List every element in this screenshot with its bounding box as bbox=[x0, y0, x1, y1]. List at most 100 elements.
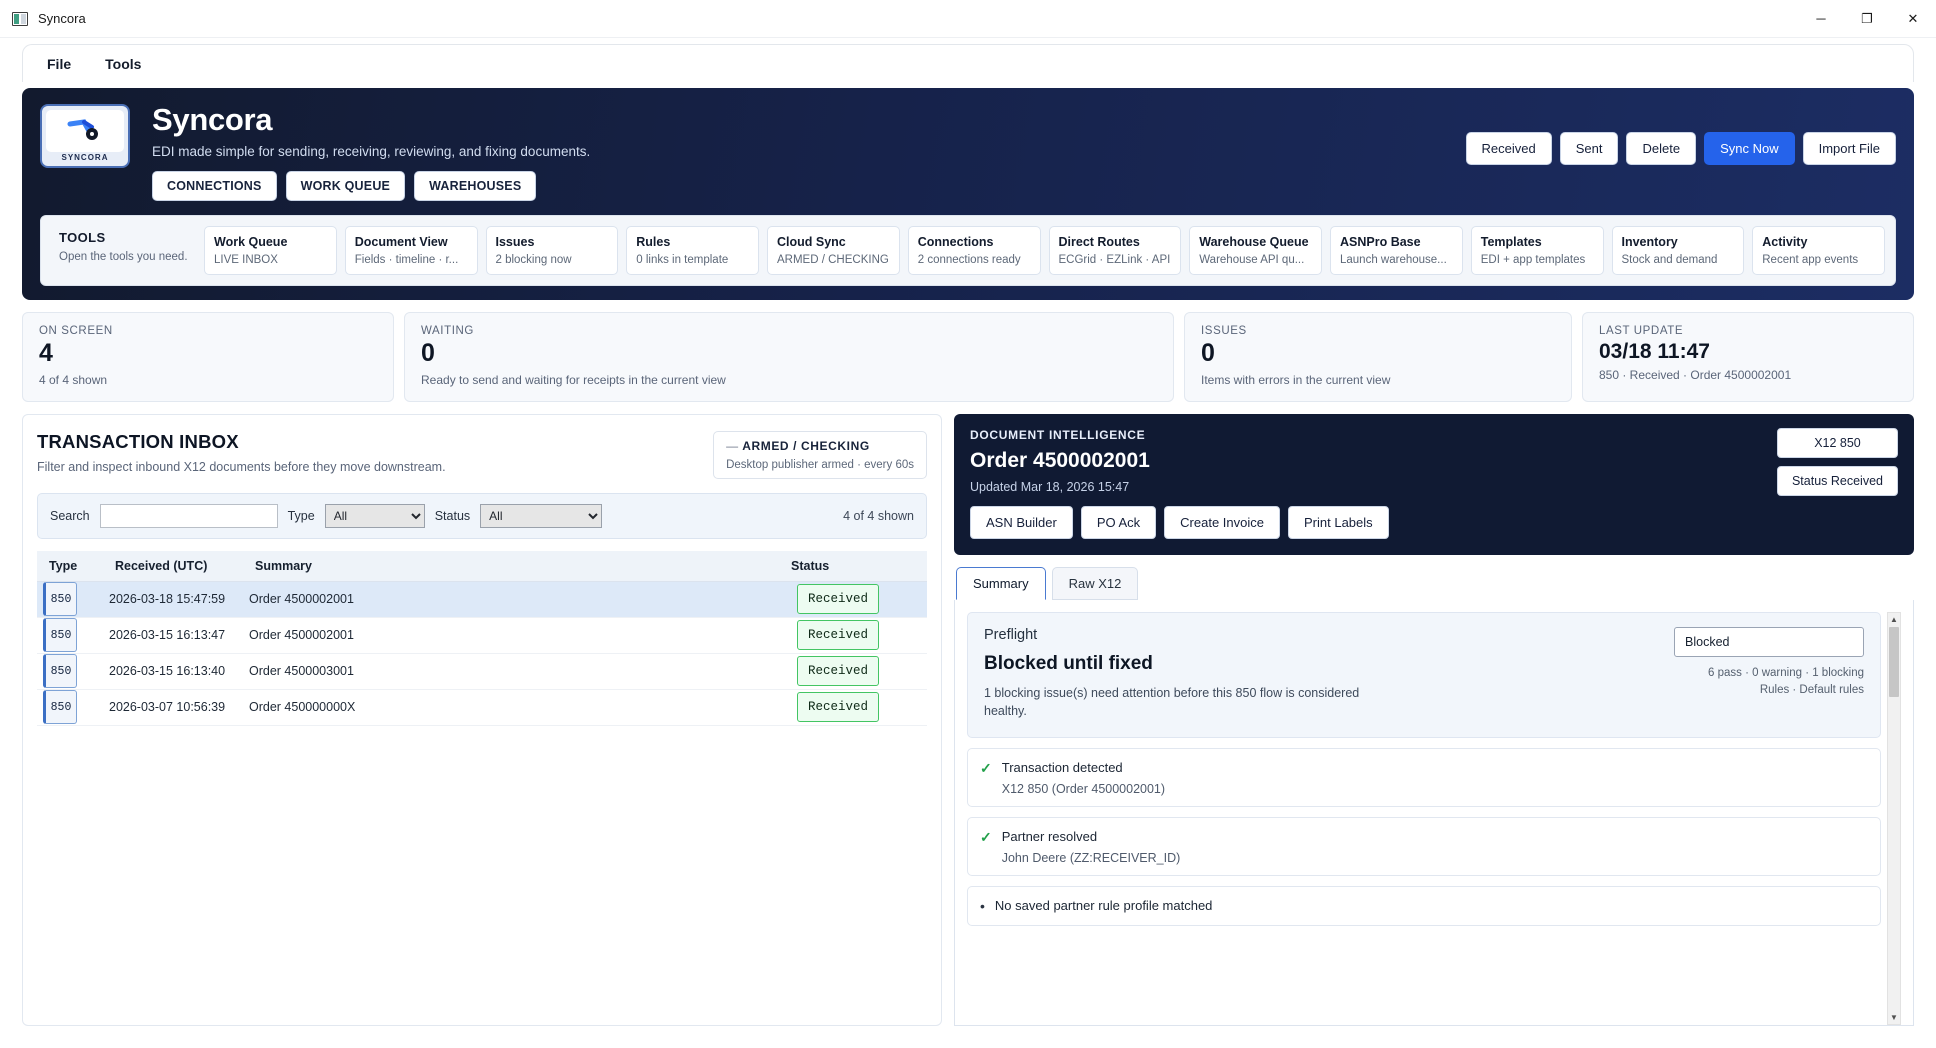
armed-detail: Desktop publisher armed · every 60s bbox=[726, 458, 914, 471]
row-status-cell: Received bbox=[797, 656, 927, 687]
tool-card-work-queue[interactable]: Work Queue LIVE INBOX bbox=[204, 225, 337, 276]
stat-value: 4 bbox=[39, 339, 53, 368]
check-text-block: Partner resolved John Deere (ZZ:RECEIVER… bbox=[1002, 828, 1181, 865]
status-badge: Received bbox=[797, 656, 880, 687]
window-title: Syncora bbox=[38, 11, 86, 26]
inbox-subtitle: Filter and inspect inbound X12 documents… bbox=[37, 459, 446, 474]
tab-warehouses[interactable]: WAREHOUSES bbox=[414, 170, 537, 201]
column-header-type: Type bbox=[49, 558, 78, 573]
filter-bar: Search Type All Status All 4 of 4 shown bbox=[37, 492, 927, 539]
type-badge: 850 bbox=[43, 618, 77, 653]
tool-card-document-view[interactable]: Document View Fields · timeline · r... bbox=[344, 225, 478, 276]
minimize-button[interactable]: ─ bbox=[1816, 11, 1826, 26]
table-header: Type Received (UTC) Summary Status bbox=[37, 550, 927, 582]
row-status-cell: Received bbox=[797, 692, 927, 723]
doc-vertical-scrollbar[interactable]: ▲ ▼ bbox=[1887, 611, 1901, 1025]
row-summary-cell: Order 4500002001 bbox=[249, 628, 354, 643]
po-ack-button[interactable]: PO Ack bbox=[1080, 505, 1157, 539]
asn-builder-button[interactable]: ASN Builder bbox=[970, 505, 1073, 539]
type-badge: 850 bbox=[43, 654, 77, 689]
scrollbar-thumb[interactable] bbox=[1889, 626, 1899, 697]
doc-chips: X12 850 Status Received bbox=[1776, 427, 1898, 496]
import-file-button[interactable]: Import File bbox=[1802, 132, 1896, 165]
tool-card-direct-routes[interactable]: Direct Routes ECGrid · EZLink · API bbox=[1048, 225, 1182, 276]
stat-label: WAITING bbox=[421, 325, 474, 338]
tool-card-warehouse-queue[interactable]: Warehouse Queue Warehouse API qu... bbox=[1189, 225, 1322, 276]
menu-item-file[interactable]: File bbox=[47, 55, 72, 72]
tool-sub: LIVE INBOX bbox=[214, 254, 278, 267]
tool-card-templates[interactable]: Templates EDI + app templates bbox=[1470, 225, 1604, 276]
preflight-label: Preflight bbox=[984, 626, 1038, 643]
doc-tabs: Summary Raw X12 bbox=[954, 566, 1914, 600]
check-title: No saved partner rule profile matched bbox=[994, 898, 1213, 914]
hero-text: Syncora EDI made simple for sending, rec… bbox=[152, 103, 1896, 201]
doc-updated: Updated Mar 18, 2026 15:47 bbox=[970, 479, 1130, 494]
doc-body: Preflight Blocked until fixed 1 blocking… bbox=[954, 599, 1914, 1026]
tool-card-inventory[interactable]: Inventory Stock and demand bbox=[1611, 225, 1745, 276]
status-filter-select[interactable]: All bbox=[480, 503, 603, 528]
tools-subheading: Open the tools you need. bbox=[59, 250, 188, 263]
sent-button[interactable]: Sent bbox=[1559, 132, 1619, 165]
preflight-card: Preflight Blocked until fixed 1 blocking… bbox=[967, 611, 1881, 739]
search-input[interactable] bbox=[99, 503, 278, 528]
tool-sub: Warehouse API qu... bbox=[1199, 254, 1305, 267]
status-badge: Received bbox=[797, 584, 880, 615]
stat-card-waiting: WAITING 0 Ready to send and waiting for … bbox=[404, 312, 1174, 402]
tool-sub: Stock and demand bbox=[1621, 254, 1718, 267]
doc-kicker: DOCUMENT INTELLIGENCE bbox=[970, 427, 1146, 442]
create-invoice-button[interactable]: Create Invoice bbox=[1164, 505, 1280, 539]
table-row[interactable]: 850 2026-03-07 10:56:39 Order 450000000X… bbox=[37, 690, 927, 726]
logo-label: SYNCORA bbox=[61, 153, 109, 162]
tool-card-rules[interactable]: Rules 0 links in template bbox=[626, 225, 759, 276]
scroll-down-icon[interactable]: ▼ bbox=[1890, 1013, 1898, 1022]
tool-card-asnpro-base[interactable]: ASNPro Base Launch warehouse... bbox=[1330, 225, 1463, 276]
table-row[interactable]: 850 2026-03-15 16:13:47 Order 4500002001… bbox=[37, 618, 927, 654]
check-pass-icon: ✓ bbox=[980, 760, 992, 777]
stat-value: 0 bbox=[1201, 339, 1215, 368]
type-filter-select[interactable]: All bbox=[324, 503, 425, 528]
syncora-mark-icon bbox=[67, 119, 98, 140]
row-status-cell: Received bbox=[797, 584, 927, 615]
doc-scroll-area: Preflight Blocked until fixed 1 blocking… bbox=[967, 611, 1881, 1025]
tool-sub: 2 connections ready bbox=[917, 254, 1021, 267]
check-pass-icon: ✓ bbox=[980, 829, 992, 846]
doc-status-chip[interactable]: Status Received bbox=[1776, 465, 1898, 496]
menu-item-tools[interactable]: Tools bbox=[105, 55, 142, 72]
tool-card-issues[interactable]: Issues 2 blocking now bbox=[485, 225, 619, 276]
tool-card-connections[interactable]: Connections 2 connections ready bbox=[907, 225, 1041, 276]
tool-sub: Launch warehouse... bbox=[1340, 254, 1447, 267]
stat-label: LAST UPDATE bbox=[1599, 325, 1684, 338]
tools-heading-block: TOOLS Open the tools you need. bbox=[51, 226, 196, 276]
tool-title: Rules bbox=[636, 234, 671, 249]
tab-work-queue[interactable]: WORK QUEUE bbox=[285, 170, 406, 201]
check-title: Transaction detected bbox=[1001, 760, 1123, 776]
inbox-header: TRANSACTION INBOX Filter and inspect inb… bbox=[37, 430, 927, 479]
hero-actions: Received Sent Delete Sync Now Import Fil… bbox=[1465, 132, 1896, 165]
maximize-button[interactable]: ❐ bbox=[1861, 10, 1873, 26]
tab-raw-x12[interactable]: Raw X12 bbox=[1051, 566, 1139, 600]
stat-label: ON SCREEN bbox=[39, 325, 113, 338]
preflight-title: Blocked until fixed bbox=[984, 652, 1153, 674]
row-received-cell: 2026-03-15 16:13:40 bbox=[109, 664, 226, 679]
received-button[interactable]: Received bbox=[1465, 132, 1552, 165]
table-row[interactable]: 850 2026-03-15 16:13:40 Order 4500003001… bbox=[37, 654, 927, 690]
check-title: Partner resolved bbox=[1001, 829, 1098, 845]
row-type-cell: 850 bbox=[37, 582, 109, 617]
scroll-up-icon[interactable]: ▲ bbox=[1890, 614, 1898, 624]
hero-tabs: CONNECTIONS WORK QUEUE WAREHOUSES bbox=[152, 170, 1896, 201]
tab-summary[interactable]: Summary bbox=[956, 566, 1046, 600]
row-summary-cell: Order 4500002001 bbox=[249, 592, 354, 607]
tab-connections[interactable]: CONNECTIONS bbox=[152, 170, 277, 201]
delete-button[interactable]: Delete bbox=[1626, 132, 1697, 165]
status-badge: Received bbox=[797, 692, 880, 723]
hero-wrap: SYNCORA Syncora EDI made simple for send… bbox=[0, 82, 1936, 301]
type-badge: 850 bbox=[43, 690, 77, 725]
tool-card-activity[interactable]: Activity Recent app events bbox=[1752, 225, 1885, 276]
tool-card-cloud-sync[interactable]: Cloud Sync ARMED / CHECKING bbox=[767, 225, 900, 276]
close-button[interactable]: ✕ bbox=[1907, 10, 1919, 26]
column-header-summary: Summary bbox=[255, 558, 312, 573]
table-row[interactable]: 850 2026-03-18 15:47:59 Order 4500002001… bbox=[37, 581, 927, 618]
print-labels-button[interactable]: Print Labels bbox=[1288, 505, 1389, 539]
sync-now-button[interactable]: Sync Now bbox=[1704, 132, 1795, 165]
doc-type-chip[interactable]: X12 850 bbox=[1776, 427, 1898, 458]
